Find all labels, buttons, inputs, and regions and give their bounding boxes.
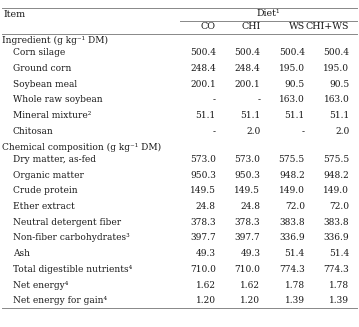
Text: 397.7: 397.7: [234, 233, 260, 242]
Text: CO: CO: [201, 22, 216, 31]
Text: 149.0: 149.0: [279, 186, 305, 195]
Text: 573.0: 573.0: [190, 155, 216, 164]
Text: 500.4: 500.4: [190, 48, 216, 57]
Text: 383.8: 383.8: [323, 218, 349, 227]
Text: 1.78: 1.78: [285, 281, 305, 289]
Text: 710.0: 710.0: [190, 265, 216, 274]
Text: -: -: [213, 95, 216, 104]
Text: -: -: [257, 95, 260, 104]
Text: 51.1: 51.1: [329, 111, 349, 120]
Text: Corn silage: Corn silage: [13, 48, 65, 57]
Text: 378.3: 378.3: [190, 218, 216, 227]
Text: WS: WS: [289, 22, 305, 31]
Text: 1.62: 1.62: [196, 281, 216, 289]
Text: 72.0: 72.0: [285, 202, 305, 211]
Text: Net energy for gain⁴: Net energy for gain⁴: [13, 296, 107, 305]
Text: Ether extract: Ether extract: [13, 202, 74, 211]
Text: 948.2: 948.2: [279, 171, 305, 180]
Text: 90.5: 90.5: [285, 79, 305, 89]
Text: Non-fiber carbohydrates³: Non-fiber carbohydrates³: [13, 233, 129, 242]
Text: Crude protein: Crude protein: [13, 186, 77, 195]
Text: Diet¹: Diet¹: [257, 9, 280, 18]
Text: 2.0: 2.0: [246, 127, 260, 136]
Text: 49.3: 49.3: [241, 249, 260, 258]
Text: Item: Item: [4, 9, 26, 19]
Text: Ground corn: Ground corn: [13, 64, 71, 73]
Text: 51.1: 51.1: [240, 111, 260, 120]
Text: Whole raw soybean: Whole raw soybean: [13, 95, 102, 104]
Text: 383.8: 383.8: [279, 218, 305, 227]
Text: Neutral detergent fiber: Neutral detergent fiber: [13, 218, 121, 227]
Text: 200.1: 200.1: [190, 79, 216, 89]
Text: 710.0: 710.0: [234, 265, 260, 274]
Text: 948.2: 948.2: [323, 171, 349, 180]
Text: 774.3: 774.3: [279, 265, 305, 274]
Text: 1.20: 1.20: [241, 296, 260, 305]
Text: 575.5: 575.5: [323, 155, 349, 164]
Text: 90.5: 90.5: [329, 79, 349, 89]
Text: 200.1: 200.1: [234, 79, 260, 89]
Text: 49.3: 49.3: [196, 249, 216, 258]
Text: 1.62: 1.62: [241, 281, 260, 289]
Text: 378.3: 378.3: [235, 218, 260, 227]
Text: Soybean meal: Soybean meal: [13, 79, 77, 89]
Text: 500.4: 500.4: [234, 48, 260, 57]
Text: 573.0: 573.0: [234, 155, 260, 164]
Text: 575.5: 575.5: [279, 155, 305, 164]
Text: 51.1: 51.1: [285, 111, 305, 120]
Text: 397.7: 397.7: [190, 233, 216, 242]
Text: 336.9: 336.9: [323, 233, 349, 242]
Text: 149.5: 149.5: [234, 186, 260, 195]
Text: 950.3: 950.3: [190, 171, 216, 180]
Text: Mineral mixture²: Mineral mixture²: [13, 111, 91, 120]
Text: Chemical composition (g kg⁻¹ DM): Chemical composition (g kg⁻¹ DM): [2, 142, 161, 151]
Text: 336.9: 336.9: [279, 233, 305, 242]
Text: 950.3: 950.3: [234, 171, 260, 180]
Text: 1.39: 1.39: [329, 296, 349, 305]
Text: 500.4: 500.4: [279, 48, 305, 57]
Text: Ingredient (g kg⁻¹ DM): Ingredient (g kg⁻¹ DM): [2, 36, 108, 45]
Text: 163.0: 163.0: [323, 95, 349, 104]
Text: 24.8: 24.8: [241, 202, 260, 211]
Text: 2.0: 2.0: [335, 127, 349, 136]
Text: 1.78: 1.78: [329, 281, 349, 289]
Text: 24.8: 24.8: [196, 202, 216, 211]
Text: 774.3: 774.3: [323, 265, 349, 274]
Text: 51.1: 51.1: [196, 111, 216, 120]
Text: 1.39: 1.39: [285, 296, 305, 305]
Text: Chitosan: Chitosan: [13, 127, 53, 136]
Text: 195.0: 195.0: [323, 64, 349, 73]
Text: Organic matter: Organic matter: [13, 171, 83, 180]
Text: Net energy⁴: Net energy⁴: [13, 281, 68, 289]
Text: CHI: CHI: [241, 22, 260, 31]
Text: 51.4: 51.4: [329, 249, 349, 258]
Text: 500.4: 500.4: [323, 48, 349, 57]
Text: 149.5: 149.5: [190, 186, 216, 195]
Text: 1.20: 1.20: [196, 296, 216, 305]
Text: 51.4: 51.4: [285, 249, 305, 258]
Text: Total digestible nutrients⁴: Total digestible nutrients⁴: [13, 265, 132, 274]
Text: Ash: Ash: [13, 249, 29, 258]
Text: CHI+WS: CHI+WS: [306, 22, 349, 31]
Text: 195.0: 195.0: [279, 64, 305, 73]
Text: -: -: [213, 127, 216, 136]
Text: 248.4: 248.4: [190, 64, 216, 73]
Text: -: -: [302, 127, 305, 136]
Text: Dry matter, as-fed: Dry matter, as-fed: [13, 155, 95, 164]
Text: 163.0: 163.0: [279, 95, 305, 104]
Text: 248.4: 248.4: [234, 64, 260, 73]
Text: 149.0: 149.0: [323, 186, 349, 195]
Text: 72.0: 72.0: [329, 202, 349, 211]
